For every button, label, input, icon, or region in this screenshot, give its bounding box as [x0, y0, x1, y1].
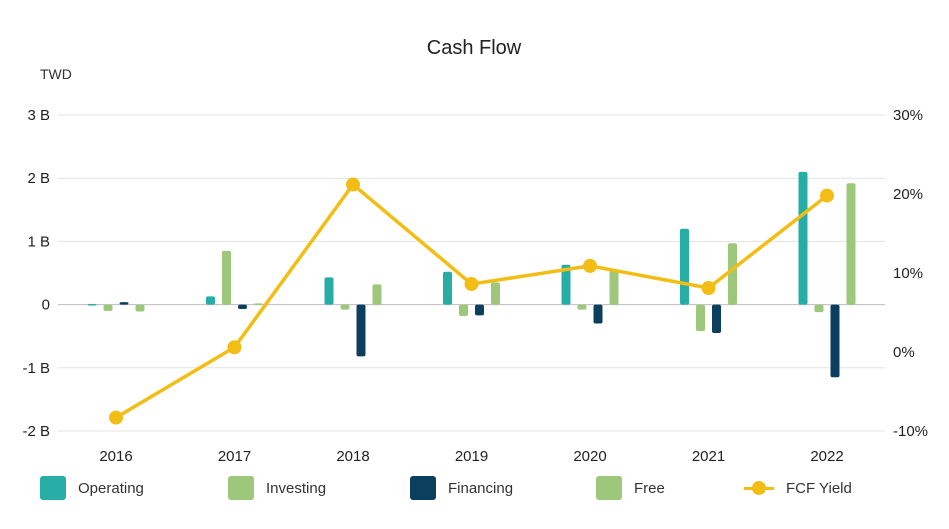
x-tick-label: 2018	[336, 448, 369, 465]
bar-free	[135, 304, 145, 312]
bar-free	[372, 284, 382, 305]
bar-operating	[798, 171, 808, 305]
bar-series	[87, 171, 856, 378]
bar-operating	[324, 277, 334, 305]
y-tick-label: 3 B	[27, 107, 50, 124]
fcf-yield-point	[464, 277, 479, 292]
y-tick-label: 0	[42, 297, 50, 314]
y-axis-unit: TWD	[40, 66, 72, 82]
legend-item-financing[interactable]: Financing	[410, 474, 513, 502]
legend-item-operating[interactable]: Operating	[40, 474, 144, 502]
grid-lines	[58, 114, 885, 432]
legend-swatch	[228, 476, 254, 500]
bar-financing	[238, 304, 247, 310]
legend-label: Free	[634, 479, 665, 497]
bar-free	[609, 269, 619, 305]
x-tick-label: 2017	[218, 448, 251, 465]
bar-investing	[340, 304, 350, 310]
bar-financing	[593, 304, 603, 324]
right-axis-ticks: 30% 20% 10% 0% -10%	[893, 107, 928, 440]
y2-tick-label: 30%	[893, 107, 923, 124]
y2-tick-label: 0%	[893, 344, 915, 361]
y-tick-label: -1 B	[22, 360, 50, 377]
legend-swatch	[410, 476, 436, 500]
x-axis-ticks: 2016 2017 2018 2019 2020 2021 2022	[99, 448, 843, 465]
y-tick-label: 1 B	[27, 233, 50, 250]
legend-item-investing[interactable]: Investing	[228, 474, 326, 502]
bar-investing	[222, 250, 231, 305]
bar-financing	[475, 304, 484, 316]
legend-swatch	[40, 476, 66, 500]
y2-tick-label: -10%	[893, 423, 928, 440]
bar-investing	[696, 304, 705, 332]
fcf-yield-point	[109, 410, 123, 425]
fcf-yield-point	[227, 340, 242, 355]
chart-title: Cash Flow	[427, 37, 522, 59]
bar-operating	[561, 264, 571, 305]
y-tick-label: -2 B	[22, 423, 50, 440]
fcf-yield-point	[820, 188, 834, 203]
legend-item-free[interactable]: Free	[596, 474, 665, 502]
legend-label: Investing	[266, 479, 327, 497]
y-tick-label: 2 B	[27, 170, 50, 187]
left-axis-ticks: 3 B 2 B 1 B 0 -1 B -2 B	[22, 107, 50, 440]
legend-item-fcf-yield[interactable]: FCF Yield	[744, 474, 852, 502]
bar-operating	[680, 228, 689, 305]
bar-financing	[356, 304, 366, 357]
chart-legend: Operating Investing Financing Free FCF Yield	[0, 474, 949, 504]
bar-investing	[103, 304, 113, 311]
bar-investing	[459, 304, 468, 316]
bar-financing	[119, 302, 129, 305]
bar-investing	[814, 304, 824, 313]
x-tick-label: 2020	[573, 448, 606, 465]
legend-line-marker	[744, 476, 774, 500]
fcf-yield-line	[109, 177, 834, 425]
bar-financing	[712, 304, 721, 334]
bar-free	[491, 282, 500, 305]
legend-swatch	[596, 476, 622, 500]
bar-operating	[443, 271, 452, 305]
legend-label: Operating	[78, 479, 144, 497]
bar-operating	[206, 296, 215, 305]
legend-label: Financing	[448, 479, 514, 497]
bar-operating	[87, 303, 97, 306]
fcf-yield-point	[346, 177, 360, 192]
bar-free	[846, 183, 856, 305]
y2-tick-label: 20%	[893, 186, 923, 203]
x-tick-label: 2022	[810, 448, 843, 465]
x-tick-label: 2021	[692, 448, 725, 465]
bar-financing	[830, 304, 840, 378]
bar-free	[728, 243, 737, 305]
x-tick-label: 2016	[99, 448, 132, 465]
fcf-yield-point	[701, 281, 716, 296]
fcf-yield-point	[583, 258, 597, 273]
x-tick-label: 2019	[455, 448, 488, 465]
y2-tick-label: 10%	[893, 265, 923, 282]
bar-investing	[577, 304, 587, 310]
bar-free	[254, 303, 263, 305]
legend-label: FCF Yield	[786, 479, 852, 497]
